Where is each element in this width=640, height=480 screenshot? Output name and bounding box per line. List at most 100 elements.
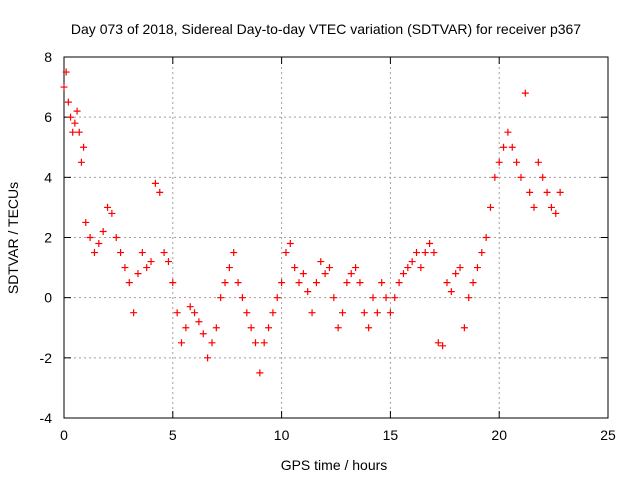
data-point [117,249,125,257]
data-point [526,188,534,196]
data-point [256,369,264,377]
data-point [469,279,477,287]
y-axis-label: SDTVAR / TECUs [5,182,21,294]
data-point [482,234,490,241]
data-point [382,294,390,302]
data-point [508,143,516,151]
data-point [77,158,85,166]
data-point [164,258,172,266]
data-point [75,128,83,136]
data-point [456,264,464,272]
data-point [504,128,512,136]
data-point [99,227,107,235]
data-point [513,158,521,166]
data-point [143,264,151,272]
data-point [80,143,88,151]
data-point [417,264,425,272]
data-point [260,339,268,347]
data-point [151,179,159,187]
data-point [247,324,255,332]
data-point [199,330,207,338]
data-point [430,249,438,257]
data-point [169,279,177,287]
data-point [452,270,460,278]
data-point [108,209,116,217]
data-point [495,158,503,166]
data-point [178,339,186,347]
data-point [238,294,246,302]
data-point [395,279,403,287]
data-point [447,288,455,296]
data-point [64,98,72,106]
data-point [134,270,142,278]
data-point [295,279,303,287]
data-point [543,188,551,196]
data-point [530,203,538,211]
data-point [278,279,286,287]
data-point [473,264,481,272]
x-tick-label: 5 [169,427,177,443]
data-point [212,324,220,332]
y-tick-label: 2 [44,230,52,246]
data-point [195,318,203,326]
data-point [365,324,373,332]
y-tick-label: -4 [40,410,53,426]
data-point [221,279,229,287]
axis-ticks [63,56,609,419]
data-point [112,234,120,241]
data-point [378,279,386,287]
data-point [217,294,225,302]
data-point [352,264,360,272]
data-point [121,264,129,272]
data-point [269,309,277,317]
data-point [552,209,560,217]
y-tick-labels: -4 -2 0 2 4 6 8 [40,49,53,426]
data-point [356,279,364,287]
data-point [486,203,494,211]
data-point [304,288,312,296]
data-point [347,270,355,278]
y-tick-label: -2 [40,350,53,366]
data-point [147,258,155,266]
grid-lines [64,57,608,418]
data-point [421,249,429,257]
data-point [360,309,368,317]
data-point [173,309,181,317]
data-point [299,270,307,278]
data-point [339,309,347,317]
data-point [434,339,442,347]
data-point [521,89,529,97]
data-point [265,324,273,332]
data-point [330,294,338,302]
data-point [130,309,138,317]
x-tick-label: 25 [600,427,616,443]
data-point [62,68,70,76]
data-point [60,83,68,91]
data-point [391,294,399,302]
chart-title: Day 073 of 2018, Sidereal Day-to-day VTE… [71,21,581,37]
data-point [243,309,251,317]
data-point [73,107,81,115]
data-point [439,342,447,350]
data-point [67,113,75,121]
data-point [82,218,90,226]
y-tick-label: 4 [44,169,52,185]
data-point [104,203,112,211]
data-point [125,279,133,287]
data-point [334,324,342,332]
x-tick-label: 0 [60,427,68,443]
data-point [534,158,542,166]
data-point [182,324,190,332]
y-tick-label: 6 [44,109,52,125]
data-point [286,240,294,248]
data-point [95,240,103,248]
data-point [308,309,316,317]
data-point [465,294,473,302]
data-point [230,249,238,257]
data-point [408,258,416,266]
x-tick-label: 20 [491,427,507,443]
data-point [404,264,412,272]
data-point [208,339,216,347]
data-point [251,339,259,347]
